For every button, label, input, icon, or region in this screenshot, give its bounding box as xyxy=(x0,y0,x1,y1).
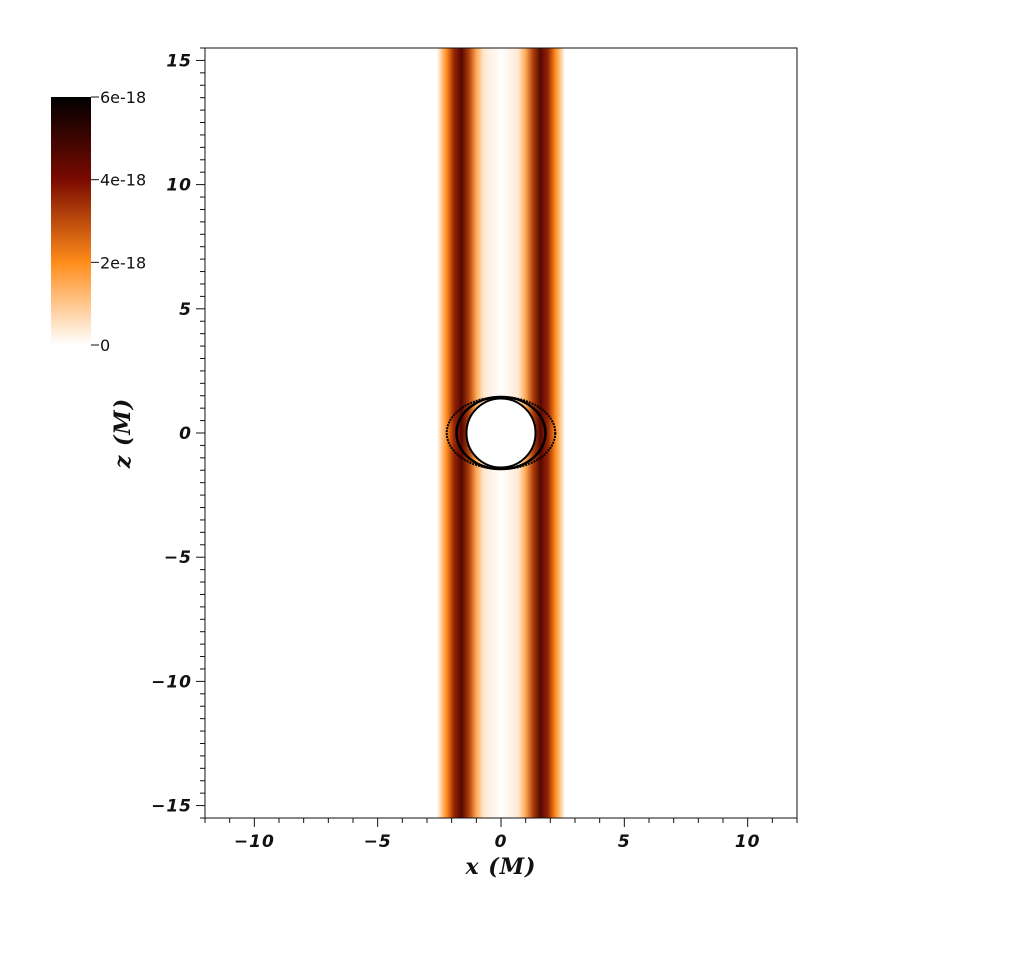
colorbar-tick-label: 0 xyxy=(100,336,110,355)
colorbar-tick-label: 6e-18 xyxy=(100,88,146,107)
colorbar-bar xyxy=(51,97,91,345)
y-tick-label: −5 xyxy=(164,548,192,568)
x-tick-label: 0 xyxy=(495,832,508,852)
y-tick-label: 5 xyxy=(179,300,192,320)
x-tick-label: 5 xyxy=(618,832,631,852)
colorbar-tick-label: 4e-18 xyxy=(100,171,146,190)
y-tick-label: −15 xyxy=(151,797,192,817)
colorbar-tick-label: 2e-18 xyxy=(100,253,146,272)
y-axis-label: z (M) xyxy=(110,398,136,469)
x-tick-label: −5 xyxy=(364,832,392,852)
plot-area xyxy=(436,48,566,818)
y-tick-label: 0 xyxy=(179,424,192,444)
black-hole-horizon xyxy=(465,397,537,469)
y-tick-label: 10 xyxy=(166,176,192,196)
colorbar: 0 2e-18 4e-18 6e-18 xyxy=(51,88,146,355)
y-tick-label: −10 xyxy=(151,672,192,692)
y-tick-label: 15 xyxy=(166,51,192,71)
y-axis: −15 −10 −5 0 5 10 15 xyxy=(151,47,205,819)
x-axis: −10 −5 0 5 10 xyxy=(204,818,798,852)
x-axis-label: x (M) xyxy=(465,854,537,880)
ergosphere-inner-contour xyxy=(455,395,547,471)
x-tick-label: 10 xyxy=(735,832,761,852)
x-tick-label: −10 xyxy=(234,832,275,852)
colorbar-ticks: 0 2e-18 4e-18 6e-18 xyxy=(91,88,146,355)
